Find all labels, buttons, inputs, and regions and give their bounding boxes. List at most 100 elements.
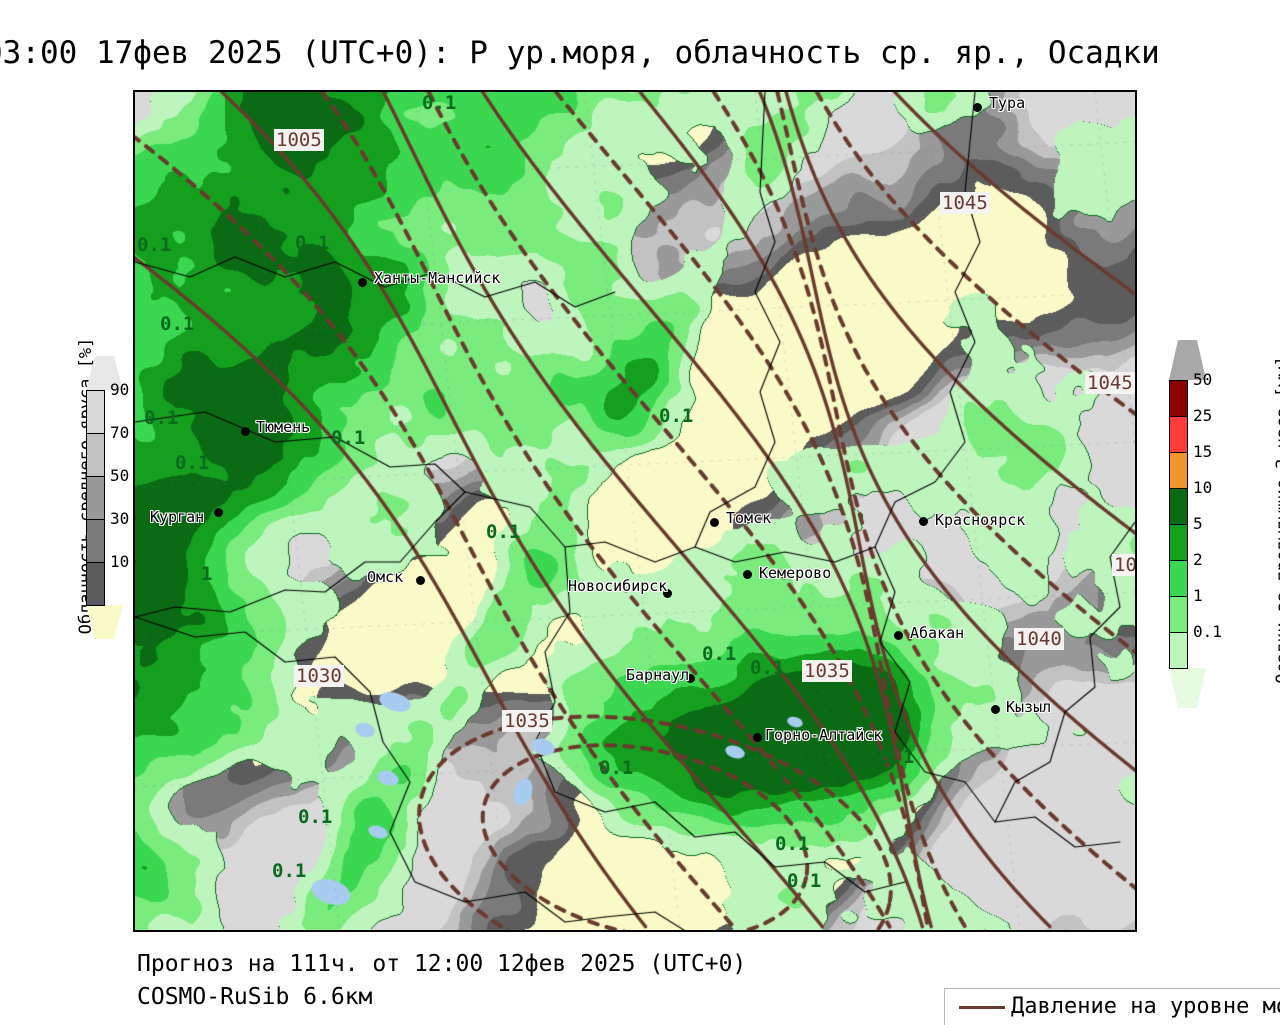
footer: Прогноз на 111ч. от 12:00 12фев 2025 (UT… bbox=[137, 948, 957, 1014]
precip-contour-label: 0.1 bbox=[272, 860, 307, 882]
city-label: Омск bbox=[367, 568, 404, 586]
precip-contour-label: 0.1 bbox=[295, 232, 330, 254]
cloud-colorbar: 90 70 50 30 10 bbox=[86, 356, 129, 639]
isobar-label: 1045 bbox=[1085, 372, 1135, 394]
colorbar-divider bbox=[1169, 524, 1188, 525]
precip-contour-label: 0.1 bbox=[750, 657, 785, 679]
precip-contour-label: 0.1 bbox=[144, 407, 179, 429]
city-marker bbox=[686, 674, 695, 683]
city-label: Кемерово bbox=[759, 564, 832, 582]
precip-contour-label: 0.1 bbox=[787, 870, 822, 892]
city-marker bbox=[973, 103, 982, 112]
precip-contour-label: 0.1 bbox=[331, 427, 366, 449]
colorbar-segment bbox=[1169, 596, 1188, 632]
precip-contour-label: 0.1 bbox=[175, 452, 210, 474]
colorbar-tick-label: 50 bbox=[1193, 370, 1213, 389]
colorbar-tick-label: 0.1 bbox=[1193, 622, 1222, 641]
city-label: Горно-Алтайск bbox=[765, 726, 883, 744]
colorbar-divider bbox=[1169, 668, 1188, 669]
colorbar-divider bbox=[86, 605, 105, 606]
colorbar-tick-label: 50 bbox=[110, 466, 130, 485]
colorbar-divider bbox=[1169, 416, 1188, 417]
precip-contour-label: 0.1 bbox=[775, 833, 810, 855]
city-marker bbox=[241, 427, 250, 436]
colorbar-tick-label: 15 bbox=[1193, 442, 1213, 461]
weather-map[interactable]: Тура Ханты-Мансийск Тюмень Курган Омск Томск К… bbox=[133, 90, 1137, 932]
colorbar-segment bbox=[86, 433, 105, 476]
colorbar-segment bbox=[1169, 380, 1188, 416]
city-label: Тюмень bbox=[256, 418, 311, 436]
colorbar-divider bbox=[1169, 488, 1188, 489]
colorbar-tick-label: 25 bbox=[1193, 406, 1213, 425]
title-bar: 03:00 17фев 2025 (UTC+0): P ур.моря, обл… bbox=[0, 30, 1280, 76]
colorbar-segment bbox=[1169, 524, 1188, 560]
colorbar-divider bbox=[86, 476, 105, 477]
city-label: Абакан bbox=[910, 624, 965, 642]
colorbar-under-arrow bbox=[1169, 668, 1206, 708]
isobar-label: 1030 bbox=[294, 665, 344, 687]
colorbar-over-arrow bbox=[86, 356, 123, 390]
colorbar-divider bbox=[1169, 380, 1188, 381]
city-marker bbox=[358, 278, 367, 287]
city-marker bbox=[710, 518, 719, 527]
colorbar-segment bbox=[86, 519, 105, 562]
colorbar-segment bbox=[1169, 452, 1188, 488]
colorbar-tick-label: 1 bbox=[1193, 586, 1203, 605]
isobar-label: 1035 bbox=[802, 660, 852, 682]
colorbar-tick-label: 10 bbox=[1193, 478, 1213, 497]
colorbar-segment bbox=[86, 476, 105, 519]
city-label: Ханты-Мансийск bbox=[374, 269, 501, 287]
isobar-label: 1035 bbox=[502, 710, 552, 732]
pressure-legend-label: Давление на уровне моря bbox=[1011, 994, 1280, 1019]
precip-legend-title: Осадки за предыдущие 3 часа [мм] bbox=[1273, 356, 1280, 684]
city-marker bbox=[919, 517, 928, 526]
city-label: Тура bbox=[989, 94, 1026, 112]
colorbar-tick-label: 2 bbox=[1193, 550, 1203, 569]
colorbar-under-arrow bbox=[86, 605, 123, 639]
precip-contour-label: 0.1 bbox=[775, 762, 810, 784]
pressure-legend: Давление на уровне моря bbox=[944, 988, 1280, 1025]
forecast-info: Прогноз на 111ч. от 12:00 12фев 2025 (UT… bbox=[137, 951, 747, 977]
colorbar-over-arrow bbox=[1169, 340, 1206, 380]
city-label: Курган bbox=[150, 508, 205, 526]
colorbar-tick-label: 30 bbox=[110, 509, 130, 528]
precip-colorbar: 50 25 15 10 5 2 1 0.1 bbox=[1169, 340, 1222, 708]
city-marker bbox=[663, 589, 672, 598]
precip-contour-label: 0.1 bbox=[160, 313, 195, 335]
city-marker bbox=[214, 508, 223, 517]
city-marker bbox=[416, 576, 425, 585]
isobar-label: 1005 bbox=[274, 129, 324, 151]
colorbar-segment bbox=[1169, 632, 1188, 668]
page-title: 03:00 17фев 2025 (UTC+0): P ур.моря, обл… bbox=[0, 35, 1160, 71]
precip-contour-label: 0.1 bbox=[298, 806, 333, 828]
colorbar-tick-label: 90 bbox=[110, 380, 130, 399]
city-label: Кызыл bbox=[1006, 698, 1052, 716]
colorbar-segment bbox=[86, 390, 105, 433]
colorbar-segment bbox=[1169, 416, 1188, 452]
colorbar-tick-label: 5 bbox=[1193, 514, 1203, 533]
city-marker bbox=[753, 733, 762, 742]
city-label: Красноярск bbox=[935, 511, 1026, 529]
colorbar-divider bbox=[86, 519, 105, 520]
colorbar-divider bbox=[1169, 632, 1188, 633]
colorbar-tick-label: 70 bbox=[110, 423, 130, 442]
precip-contour-label: 0.1 bbox=[880, 746, 915, 768]
isobar-label: 1040 bbox=[1112, 554, 1135, 576]
colorbar-divider bbox=[1169, 596, 1188, 597]
precipitation-legend: Осадки за предыдущие 3 часа [мм] 5025151… bbox=[1155, 338, 1280, 738]
city-marker bbox=[894, 631, 903, 640]
precip-contour-label: 1 bbox=[201, 563, 213, 585]
city-label: Барнаул bbox=[626, 666, 690, 684]
precip-contour-label: 0.1 bbox=[486, 521, 521, 543]
precip-contour-label: 0.1 bbox=[422, 92, 457, 114]
colorbar-tick-label: 10 bbox=[110, 552, 130, 571]
pressure-line-swatch bbox=[959, 1006, 1005, 1009]
map-raster bbox=[135, 92, 1135, 930]
precip-contour-label: 0.1 bbox=[137, 234, 172, 256]
colorbar-divider bbox=[86, 562, 105, 563]
precip-contour-label: 0.1 bbox=[599, 757, 634, 779]
colorbar-divider bbox=[86, 390, 105, 391]
colorbar-segment bbox=[1169, 488, 1188, 524]
city-label: Томск bbox=[726, 509, 772, 527]
